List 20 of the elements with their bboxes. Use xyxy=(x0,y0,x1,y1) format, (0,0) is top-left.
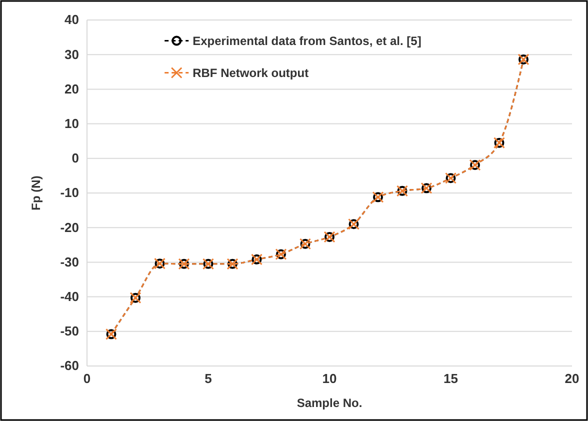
legend-label: RBF Network output xyxy=(192,66,309,80)
x-axis-title: Sample No. xyxy=(296,396,362,410)
x-tick-label: 5 xyxy=(204,371,212,386)
x-tick-label: 20 xyxy=(564,371,580,386)
x-tick-label: 15 xyxy=(444,371,458,386)
y-tick-label: -10 xyxy=(60,185,79,200)
y-tick-label: 10 xyxy=(64,116,79,131)
y-tick-label: -40 xyxy=(60,288,79,304)
y-tick-label: 20 xyxy=(64,81,79,96)
y-axis-title: Fp (N) xyxy=(29,176,43,210)
y-tick-label: 30 xyxy=(64,46,79,62)
x-tick-label: 10 xyxy=(322,371,337,386)
x-tick-label: 0 xyxy=(83,371,91,386)
y-tick-label: 0 xyxy=(72,150,79,166)
y-tick-label: -20 xyxy=(60,220,79,235)
y-tick-label: -50 xyxy=(60,324,79,339)
y-tick-label: -30 xyxy=(60,254,79,270)
y-tick-label: -60 xyxy=(60,358,79,374)
y-tick-label: 40 xyxy=(64,12,79,28)
legend-label: Experimental data from Santos, et al. [5] xyxy=(192,34,422,48)
